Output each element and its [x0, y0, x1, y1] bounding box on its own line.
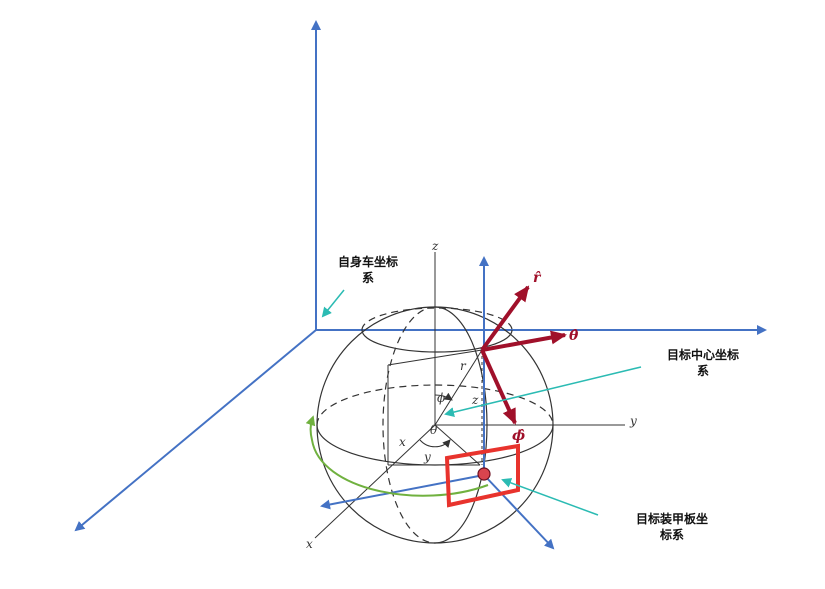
sphere-z-label: z: [431, 239, 439, 253]
r-symbol: r: [460, 359, 467, 373]
sphere-latitude-front: [361, 329, 513, 353]
target-center-frame-label: 目标中心坐标 系: [666, 348, 739, 378]
vehicle-frame-label: 自身车坐标 系: [337, 255, 398, 285]
radius-line: [434, 349, 483, 426]
vehicle-frame-pointer: [321, 289, 345, 318]
target-center-axes: [320, 256, 555, 550]
target-left-axis: [320, 474, 485, 510]
r-hat-label: r̂: [533, 270, 542, 286]
box-top-line: [387, 349, 483, 366]
projection-line: [434, 424, 481, 466]
sphere-x-label: x: [306, 537, 313, 551]
armor-plate: [444, 443, 520, 508]
label-pointers: [321, 289, 642, 516]
armor-center-point: [477, 467, 491, 481]
r-hat-vector: [480, 285, 530, 352]
vehicle-x-axis: [74, 329, 317, 532]
target-down-axis: [483, 474, 555, 550]
z-component-symbol: z: [471, 393, 479, 407]
sphere-meridian-back: [382, 306, 436, 544]
armor-frame-pointer: [501, 478, 599, 516]
sphere-y-label: y: [629, 414, 637, 428]
theta-hat-vector: [481, 330, 567, 352]
phi-hat-vector: [480, 349, 517, 425]
theta-symbol: θ: [430, 423, 438, 437]
theta-arc: [419, 439, 451, 448]
sphere-x-axis: [314, 424, 436, 539]
unit-vectors: [480, 285, 567, 425]
phi-hat-label: ϕ̂: [512, 428, 525, 444]
vehicle-frame-axes: [74, 20, 767, 532]
theta-hat-label: θ̂: [569, 328, 579, 344]
armor-frame-label: 目标装甲板坐 标系: [635, 512, 708, 542]
sphere-equator-back: [316, 384, 554, 426]
rotation-arc: [305, 415, 489, 497]
target-center-pointer: [444, 366, 642, 417]
x-component-symbol: x: [399, 435, 406, 449]
sphere-axes: [314, 252, 625, 539]
y-component-symbol: y: [423, 450, 431, 464]
phi-arc: [434, 392, 453, 401]
phi-symbol: ϕ: [437, 391, 445, 405]
